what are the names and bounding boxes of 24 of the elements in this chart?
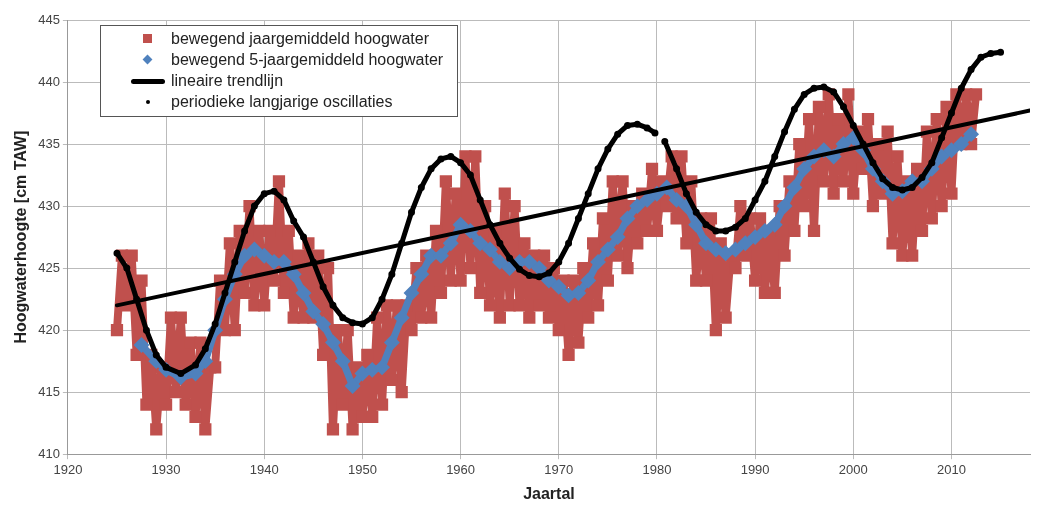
x-tick-label: 1970	[544, 461, 574, 477]
x-axis-title: Jaartal	[523, 484, 575, 502]
legend-label: periodieke langjarige oscillaties	[171, 92, 393, 112]
y-tick-label: 440	[38, 73, 60, 89]
x-tick-label: 1930	[151, 461, 181, 477]
y-axis-title: Hoogwaterhoogte [cm TAW]	[12, 130, 30, 344]
x-tick-label: 1990	[740, 461, 770, 477]
x-tick-label: 2000	[838, 461, 868, 477]
x-tick-label: 1920	[53, 461, 83, 477]
y-tick-label: 435	[38, 135, 60, 151]
y-tick-label: 430	[38, 197, 60, 213]
y-tick-label: 445	[38, 11, 60, 27]
y-tick-label: 415	[38, 383, 60, 399]
x-tick-label: 1960	[446, 461, 476, 477]
y-tick-label: 410	[38, 445, 60, 461]
legend-label: lineaire trendlijn	[171, 71, 284, 91]
y-tick-label: 420	[38, 321, 60, 337]
legend-label: bewegend jaargemiddeld hoogwater	[171, 29, 429, 49]
y-tick-label: 425	[38, 259, 60, 275]
x-tick-label: 1950	[347, 461, 377, 477]
x-tick-label: 2010	[937, 461, 966, 477]
x-tick-label: 1980	[642, 461, 672, 477]
x-tick-label: 1940	[249, 461, 279, 477]
legend-label: bewegend 5-jaargemiddeld hoogwater	[171, 50, 444, 70]
